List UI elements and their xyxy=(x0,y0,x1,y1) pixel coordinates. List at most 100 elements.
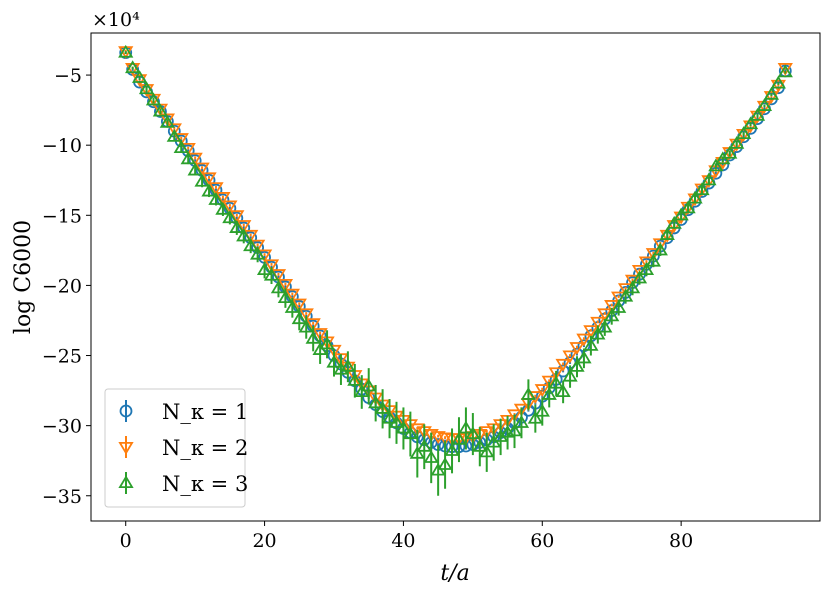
legend-marker xyxy=(118,475,134,489)
data-point xyxy=(187,162,203,176)
data-point xyxy=(291,298,307,312)
data-point xyxy=(742,116,759,130)
data-point xyxy=(201,183,217,197)
legend-frame xyxy=(104,388,246,508)
data-point xyxy=(770,75,786,89)
data-point xyxy=(548,367,564,381)
data-point xyxy=(222,200,238,214)
legend-marker xyxy=(119,404,133,418)
data-point xyxy=(166,123,182,137)
data-point xyxy=(541,386,557,400)
data-point xyxy=(147,95,160,109)
data-point xyxy=(326,354,342,368)
data-point xyxy=(756,100,773,114)
data-point xyxy=(222,210,238,224)
x-axis-label: t/a xyxy=(440,561,469,586)
data-point xyxy=(666,215,682,229)
legend-marker xyxy=(118,441,134,455)
data-point xyxy=(152,103,169,117)
data-point xyxy=(722,145,738,159)
y-tick-label: −10 xyxy=(42,135,82,157)
data-point xyxy=(763,91,780,104)
data-point xyxy=(611,300,627,313)
data-point xyxy=(326,344,342,358)
data-point xyxy=(527,391,543,405)
data-point xyxy=(451,431,467,445)
data-point xyxy=(125,60,141,74)
data-point xyxy=(735,126,752,139)
data-point xyxy=(548,375,564,389)
data-point xyxy=(576,350,592,364)
data-point xyxy=(173,140,189,154)
data-point xyxy=(291,311,307,325)
data-point xyxy=(236,220,252,233)
legend-marker-series-3 xyxy=(118,472,134,494)
x-tick-label: 80 xyxy=(669,530,693,552)
legend-marker-series-2 xyxy=(118,436,134,458)
data-point xyxy=(777,63,793,76)
data-point xyxy=(312,328,328,341)
data-point xyxy=(673,207,689,221)
data-point xyxy=(729,135,745,149)
data-series xyxy=(118,44,793,496)
data-point xyxy=(556,364,570,378)
data-point xyxy=(527,410,543,424)
data-point xyxy=(770,79,786,93)
x-tick-label: 60 xyxy=(530,530,554,552)
x-tick-label: 0 xyxy=(120,530,132,552)
data-point xyxy=(597,308,613,322)
data-point xyxy=(479,444,495,458)
series-3 xyxy=(118,44,793,496)
data-point xyxy=(513,415,530,428)
data-point xyxy=(159,113,176,127)
data-point xyxy=(590,326,606,340)
data-point xyxy=(305,318,321,332)
y-tick-label: −15 xyxy=(42,205,82,227)
y-tick-label: −35 xyxy=(42,486,82,508)
data-point xyxy=(555,358,571,372)
data-point xyxy=(555,384,571,398)
data-point xyxy=(506,423,523,437)
data-point xyxy=(340,358,356,372)
data-point xyxy=(118,44,134,58)
data-point xyxy=(249,246,266,260)
data-point xyxy=(284,288,300,302)
data-point xyxy=(374,401,391,414)
data-point xyxy=(194,162,210,176)
data-point xyxy=(409,445,425,459)
data-point xyxy=(194,173,210,187)
data-point xyxy=(277,278,294,292)
plot-area-frame xyxy=(90,32,821,522)
data-point xyxy=(604,300,620,313)
data-point xyxy=(506,409,523,423)
x-tick-label: 40 xyxy=(391,530,415,552)
axis-ticks: 0 20 40 60 80 −5 −10 −15 −20 −25 −30 −35 xyxy=(42,65,693,552)
data-point xyxy=(381,410,398,424)
data-point xyxy=(638,262,655,276)
data-point xyxy=(604,308,620,322)
data-point xyxy=(243,238,259,252)
data-point xyxy=(777,64,793,78)
data-point xyxy=(215,192,231,205)
y-tick-label: −30 xyxy=(42,416,82,438)
data-point xyxy=(597,319,613,333)
data-point xyxy=(624,274,641,288)
data-point xyxy=(423,450,439,463)
data-point xyxy=(145,92,162,106)
legend-label: N_κ = 1 xyxy=(162,400,248,424)
data-point xyxy=(562,350,578,364)
legend-label: N_κ = 2 xyxy=(162,436,248,460)
data-point xyxy=(479,426,495,440)
data-point xyxy=(437,457,453,470)
series-2 xyxy=(118,46,793,447)
data-point xyxy=(749,110,766,124)
data-point xyxy=(458,420,474,434)
data-point xyxy=(256,262,273,276)
data-point xyxy=(138,84,155,97)
data-point xyxy=(125,63,141,76)
data-point xyxy=(215,201,231,215)
data-point xyxy=(138,81,155,95)
data-point xyxy=(695,185,709,198)
data-point xyxy=(173,133,189,146)
